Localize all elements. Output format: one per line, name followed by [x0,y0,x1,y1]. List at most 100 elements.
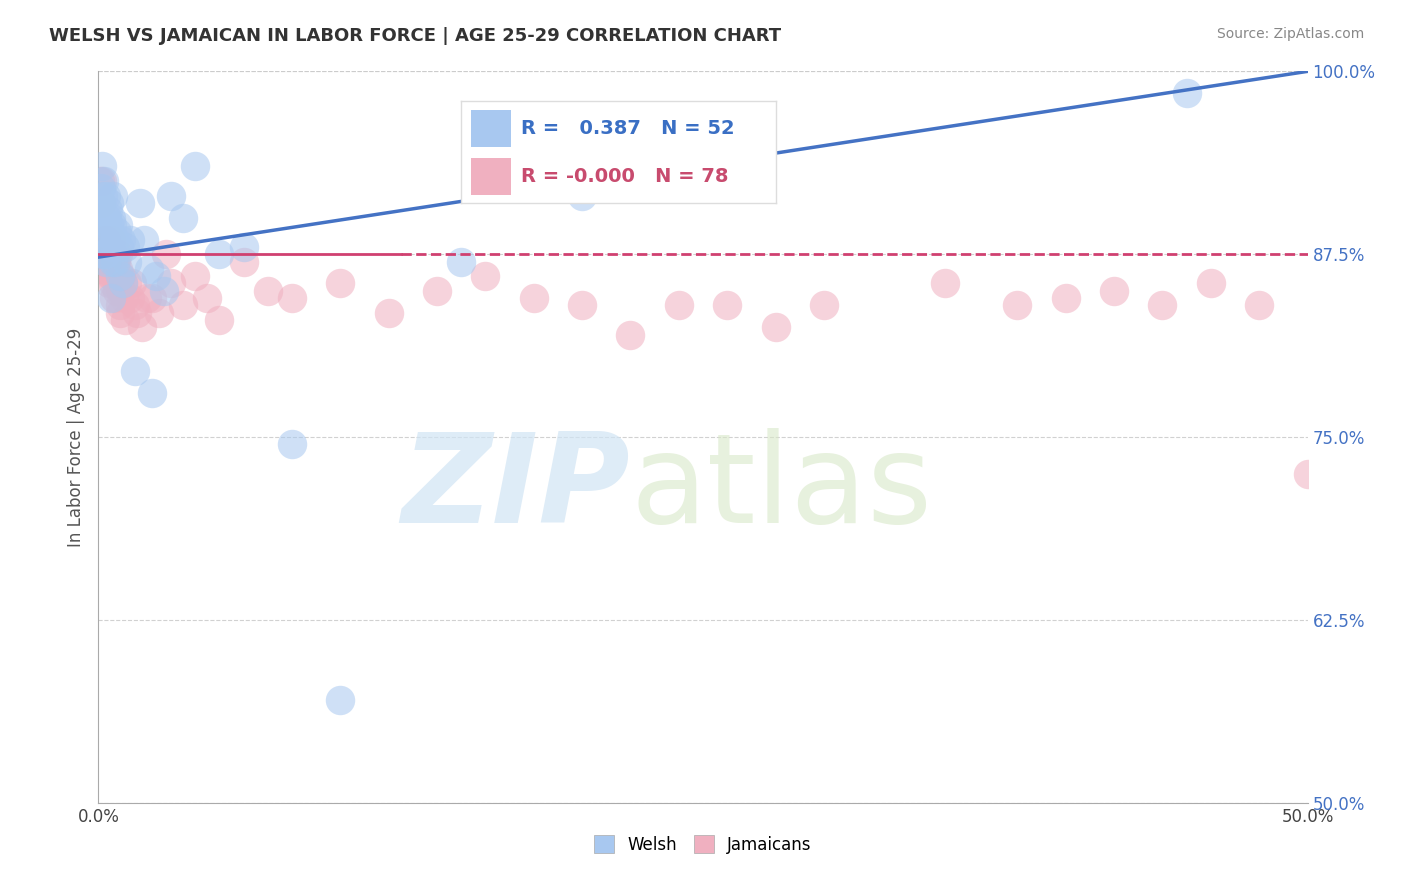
Point [103,254,125,268]
Point [152,284,174,298]
Point [103,233,125,247]
Point [281,291,304,305]
Point [1152,298,1174,312]
Point [91,188,114,202]
Point [108,306,131,320]
Point [232,240,254,254]
Point [98,233,121,247]
Point [184,160,207,174]
Point [101,269,124,284]
Point [97,240,120,254]
Text: WELSH VS JAMAICAN IN LABOR FORCE | AGE 25-29 CORRELATION CHART: WELSH VS JAMAICAN IN LABOR FORCE | AGE 2… [49,27,782,45]
Point [117,277,139,291]
Point [118,291,141,305]
Point [1199,277,1222,291]
Point [101,218,124,232]
Point [121,277,143,291]
Point [100,233,122,247]
Point [124,364,146,378]
Point [124,298,146,312]
Point [104,261,127,276]
Point [1054,291,1077,305]
Point [523,291,546,305]
Text: atlas: atlas [630,428,932,549]
Point [89,240,111,254]
Point [98,247,121,261]
Point [103,291,125,305]
Point [100,211,122,225]
Point [716,298,738,312]
Point [329,277,352,291]
Point [93,247,115,261]
Point [100,269,122,284]
Point [135,291,157,305]
Point [100,240,122,254]
Point [98,218,121,232]
Point [104,254,127,268]
Point [131,320,153,334]
Point [195,291,218,305]
Point [111,277,134,291]
Y-axis label: In Labor Force | Age 25-29: In Labor Force | Age 25-29 [66,327,84,547]
Point [94,254,117,268]
Point [160,188,183,202]
Point [450,254,472,268]
Point [96,218,118,232]
Point [91,233,114,247]
Point [107,218,129,232]
Text: ZIP: ZIP [402,428,630,549]
Point [108,240,131,254]
Point [101,188,124,202]
Point [172,211,194,225]
Point [96,211,118,225]
Point [145,269,167,284]
Point [141,291,163,305]
Point [93,225,115,239]
Point [91,160,114,174]
Point [104,233,127,247]
Point [111,277,134,291]
Point [256,284,278,298]
Point [105,284,128,298]
Point [90,196,112,211]
Point [118,233,141,247]
Point [93,261,115,276]
Point [426,284,449,298]
Point [105,269,128,284]
Point [108,269,131,284]
Point [98,261,121,276]
Point [108,298,131,312]
Legend: Welsh, Jamaicans: Welsh, Jamaicans [588,829,818,860]
Point [96,261,118,276]
Point [107,247,129,261]
Point [114,240,136,254]
Point [94,247,117,261]
Point [1102,284,1125,298]
Point [281,437,304,451]
Point [208,313,231,327]
Point [104,269,127,284]
Point [97,196,120,211]
Point [90,196,112,211]
Point [91,247,114,261]
Point [127,306,149,320]
Point [184,269,207,284]
Point [112,291,135,305]
Point [91,261,114,276]
Point [765,320,787,334]
Point [160,277,183,291]
Point [571,188,593,202]
Point [155,247,177,261]
Point [101,277,124,291]
Point [108,277,131,291]
Point [138,261,160,276]
Point [96,247,118,261]
Point [571,298,593,312]
Point [100,247,122,261]
Point [377,306,399,320]
Point [90,181,112,195]
Point [96,233,118,247]
Point [97,277,120,291]
Point [128,196,150,211]
Point [172,298,194,312]
